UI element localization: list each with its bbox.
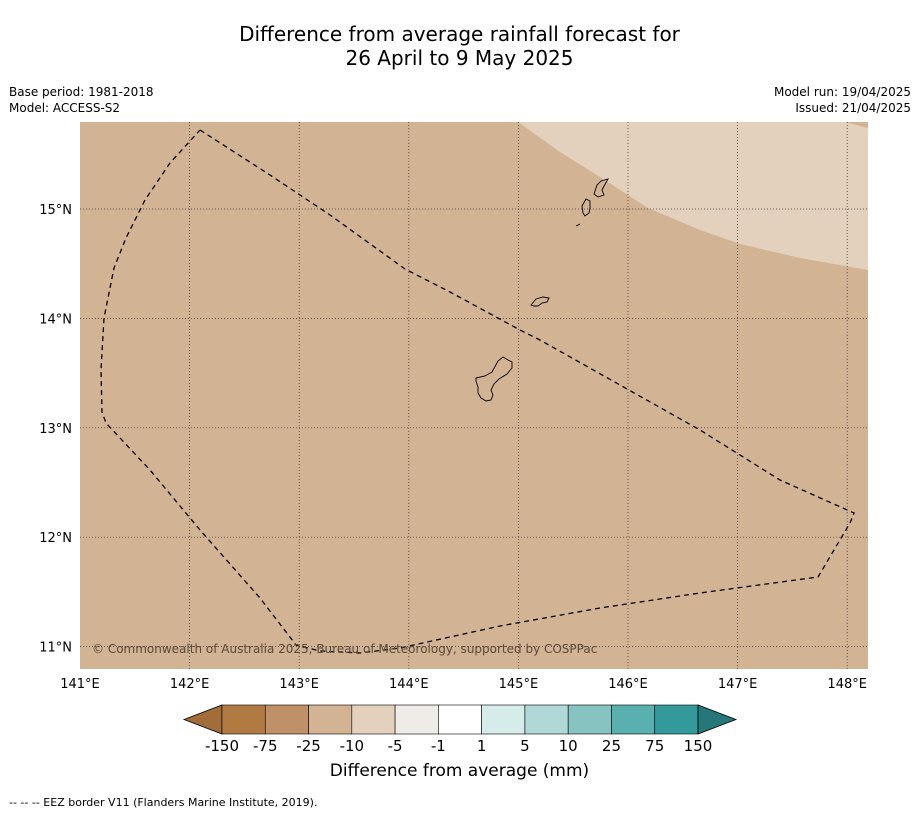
colorbar-extend-low: [182, 704, 223, 735]
longitude-label: 148°E: [827, 677, 867, 692]
colorbar: [182, 704, 738, 735]
colorbar-tick-label: -1: [431, 737, 446, 755]
island-saipan: [593, 178, 609, 198]
latitude-label: 11°N: [39, 641, 72, 656]
colorbar-segment: [351, 704, 396, 735]
longitude-label: 141°E: [60, 677, 100, 692]
longitude-label: 143°E: [279, 677, 319, 692]
meta-left: Base period: 1981-2018 Model: ACCESS-S2: [9, 84, 154, 116]
longitude-label: 147°E: [718, 677, 758, 692]
colorbar-tick-label: -5: [388, 737, 403, 755]
colorbar-segment: [481, 704, 526, 735]
island-tinian: [581, 198, 591, 217]
colorbar-tick-label: 25: [602, 737, 621, 755]
colorbar-tick-label: 75: [645, 737, 664, 755]
model-run: Model run: 19/04/2025: [773, 85, 911, 99]
base-period: Base period: 1981-2018: [9, 85, 154, 99]
colorbar-segment: [264, 704, 309, 735]
colorbar-tick-label: -150: [205, 737, 239, 755]
colorbar-segment: [567, 704, 612, 735]
colorbar-label: Difference from average (mm): [329, 761, 590, 781]
map-gridlines: [80, 122, 868, 669]
issued-date: Issued: 21/04/2025: [795, 101, 911, 115]
longitude-label: 146°E: [608, 677, 648, 692]
latitude-label: 12°N: [39, 531, 72, 546]
colorbar-tick-label: -75: [253, 737, 278, 755]
title-line-2: 26 April to 9 May 2025: [345, 46, 574, 70]
eez-footnote: -- -- -- EEZ border V11 (Flanders Marine…: [9, 796, 318, 809]
copyright-notice: © Commonwealth of Australia 2025, Bureau…: [92, 642, 597, 656]
meta-right: Model run: 19/04/2025 Issued: 21/04/2025: [774, 84, 911, 116]
eez-border: [100, 129, 855, 654]
colorbar-tick-label: -25: [296, 737, 321, 755]
colorbar-segment: [308, 704, 353, 735]
longitude-tick-labels: 141°E 142°E 143°E 144°E 145°E 146°E 147°E 148°E: [60, 677, 867, 692]
colorbar-tick-label: 10: [559, 737, 578, 755]
island-aguijan: [575, 223, 581, 227]
colorbar-segment: [611, 704, 656, 735]
latitude-label: 13°N: [39, 422, 72, 437]
colorbar-tick-label: -10: [340, 737, 365, 755]
map-title: Difference from average rainfall forecas…: [0, 22, 919, 70]
colorbar-segment: [438, 704, 482, 735]
anomaly-region-light: [518, 122, 868, 270]
colorbar-tick-label: 1: [477, 737, 487, 755]
latitude-label: 15°N: [39, 203, 72, 218]
colorbar-segment: [221, 704, 266, 735]
longitude-label: 144°E: [389, 677, 429, 692]
model-name: Model: ACCESS-S2: [9, 101, 121, 115]
islands: [475, 178, 609, 402]
colorbar-segment: [654, 704, 699, 735]
colorbar-tick-label: 150: [684, 737, 713, 755]
colorbar-tick-label: 5: [520, 737, 530, 755]
colorbar-tick-labels: -150 -75 -25 -10 -5 -1 1 5 10 25 75 150: [205, 737, 712, 755]
latitude-label: 14°N: [39, 312, 72, 327]
island-guam: [475, 356, 513, 402]
longitude-label: 145°E: [499, 677, 539, 692]
latitude-tick-labels: 15°N 14°N 13°N 12°N 11°N: [39, 203, 72, 656]
colorbar-segment: [394, 704, 439, 735]
island-rota: [530, 296, 550, 307]
colorbar-segment: [524, 704, 569, 735]
longitude-label: 142°E: [170, 677, 210, 692]
title-line-1: Difference from average rainfall forecas…: [239, 22, 680, 46]
colorbar-extend-high: [697, 704, 738, 735]
